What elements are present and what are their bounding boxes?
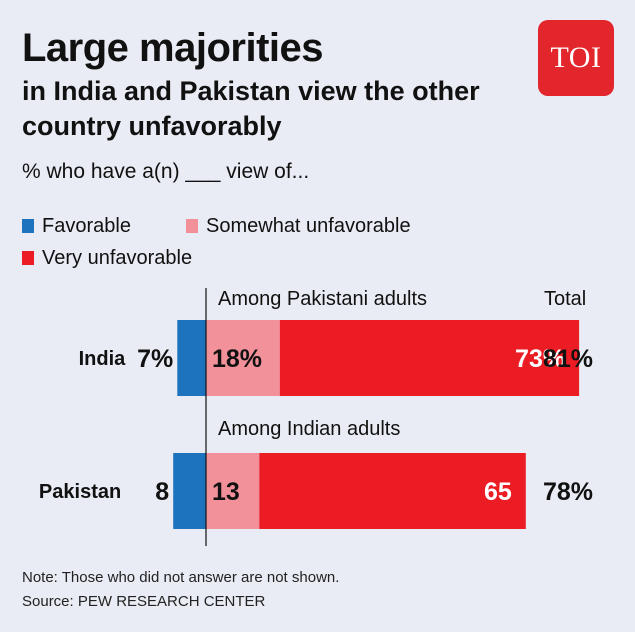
bar-somewhat-india [206,320,280,396]
legend-swatch-very [22,251,34,265]
group-label-india: Among Pakistani adults [218,288,427,310]
legend-label-very: Very unfavorable [42,247,193,269]
bar-favorable-pakistan [173,453,206,529]
legend-very-unfavorable: Very unfavorable [22,246,192,270]
very-value-india: 73% [515,345,565,373]
category-label-india: India [79,348,127,370]
legend-swatch-favorable [22,219,34,233]
group-label-pakistan: Among Indian adults [218,418,400,440]
bar-very-india [279,320,580,396]
category-label-pakistan: Pakistan [39,481,121,503]
chart-note: Note: Those who did not answer are not s… [22,569,340,586]
total-value-pakistan: 78% [543,478,593,506]
total-header: Total [544,288,586,310]
legend-somewhat-unfavorable: Somewhat unfavorable [186,214,411,238]
chart-source: Source: PEW RESEARCH CENTER [22,593,266,610]
favorable-value-pakistan: 8 [155,478,169,506]
somewhat-value-pakistan: 13 [212,478,240,506]
chart-prompt: % who have a(n) ___ view of... [22,160,310,183]
toi-logo: TOI [538,20,614,96]
total-value-india: 81% [543,345,593,373]
legend-swatch-somewhat [186,219,198,233]
legend-label-favorable: Favorable [42,215,131,237]
bar-favorable-india [177,320,206,396]
favorable-value-india: 7% [137,345,173,373]
bar-very-pakistan [259,453,526,529]
chart-subtitle: in India and Pakistan view the other cou… [22,76,480,141]
bar-somewhat-pakistan [206,453,260,529]
legend-favorable: Favorable [22,214,131,238]
legend-label-somewhat: Somewhat unfavorable [206,215,411,237]
very-value-pakistan: 65 [484,478,512,506]
somewhat-value-india: 18% [212,345,262,373]
chart-title: Large majorities [22,26,324,70]
